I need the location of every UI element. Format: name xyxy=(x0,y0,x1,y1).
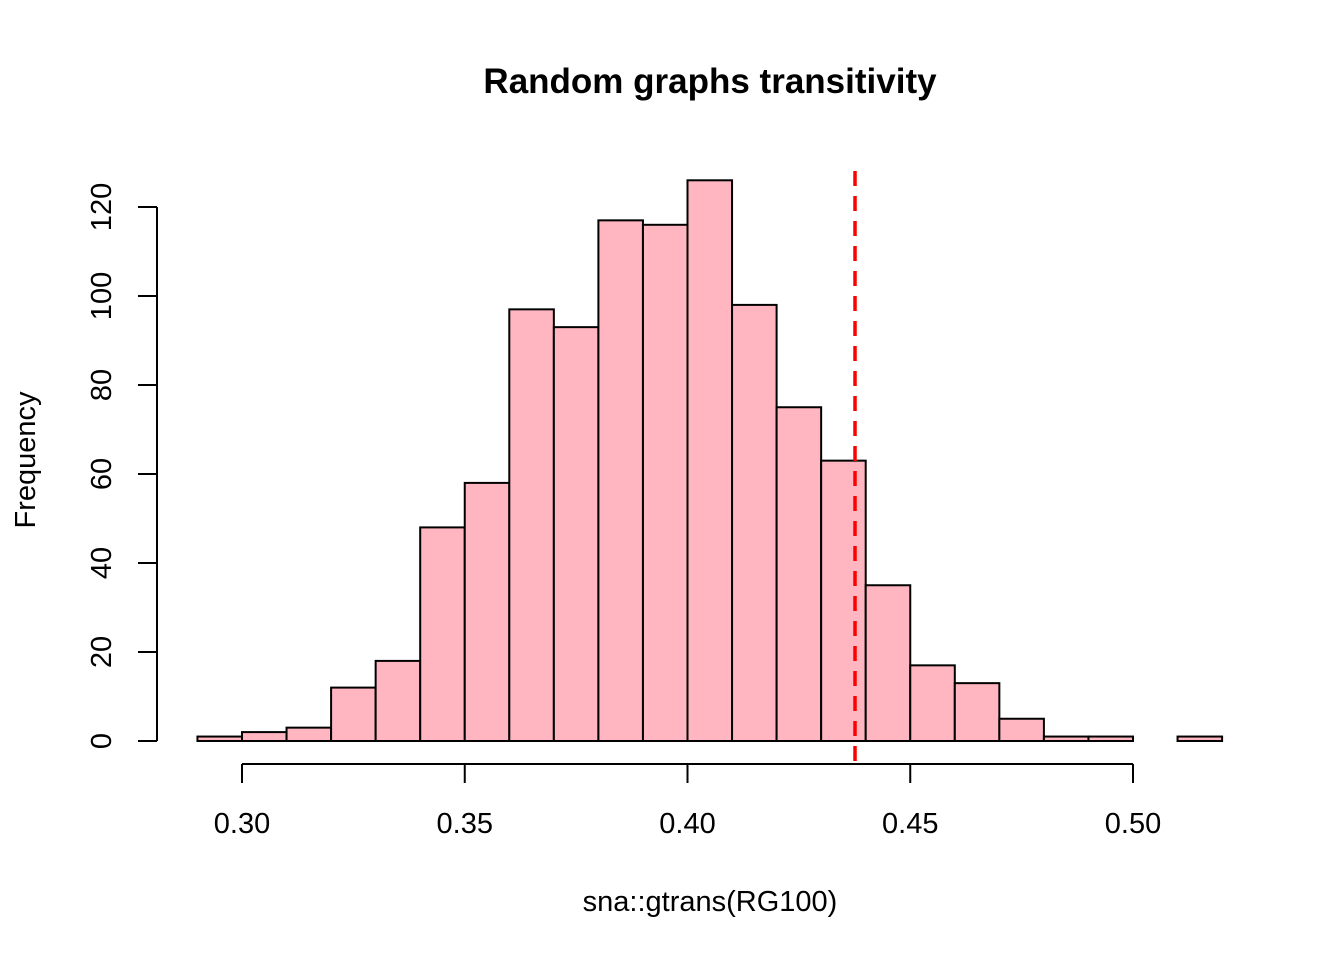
histogram-bar xyxy=(775,406,823,742)
histogram-bar xyxy=(731,303,778,742)
x-axis: 0.30 0.35 0.40 0.45 0.50 xyxy=(214,763,1161,840)
y-tick-label: 120 xyxy=(86,183,118,231)
y-tick-label: 40 xyxy=(86,547,118,579)
y-tick-label: 80 xyxy=(86,369,118,401)
histogram-bar xyxy=(330,686,377,742)
histogram-bar xyxy=(508,308,555,742)
chart-title: Random graphs transitivity xyxy=(483,62,937,101)
histogram-bar xyxy=(552,326,600,742)
histogram-bar xyxy=(285,726,333,743)
x-axis-label: sna::gtrans(RG100) xyxy=(583,886,838,918)
histogram-bar xyxy=(374,659,422,743)
y-tick-label: 20 xyxy=(86,636,118,668)
y-axis-label: Frequency xyxy=(10,391,42,529)
x-tick-label: 0.30 xyxy=(214,808,270,840)
x-tick-label: 0.50 xyxy=(1105,808,1161,840)
histogram-bar xyxy=(641,223,689,743)
histogram-bar xyxy=(463,481,511,742)
histogram-bar xyxy=(241,731,288,742)
histogram-bar xyxy=(1087,735,1134,742)
x-tick-label: 0.35 xyxy=(437,808,493,840)
y-tick-label: 100 xyxy=(86,272,118,320)
histogram-bar xyxy=(196,735,243,742)
histogram-bar xyxy=(686,179,734,743)
histogram-bar xyxy=(1042,735,1090,742)
bars-group xyxy=(196,179,1224,743)
x-tick-label: 0.40 xyxy=(659,808,715,840)
y-tick-label: 60 xyxy=(86,458,118,490)
histogram-bar xyxy=(419,526,466,743)
histogram-bar xyxy=(998,717,1045,742)
histogram-bar xyxy=(864,584,912,742)
histogram-bar xyxy=(909,664,956,742)
x-tick-label: 0.45 xyxy=(882,808,938,840)
histogram-bar xyxy=(953,682,1001,743)
y-axis: 0 20 40 60 80 100 120 xyxy=(86,183,158,749)
histogram-bar xyxy=(1176,735,1224,742)
y-tick-label: 0 xyxy=(86,733,118,749)
histogram-bar xyxy=(820,459,867,742)
histogram-bar xyxy=(597,219,644,743)
